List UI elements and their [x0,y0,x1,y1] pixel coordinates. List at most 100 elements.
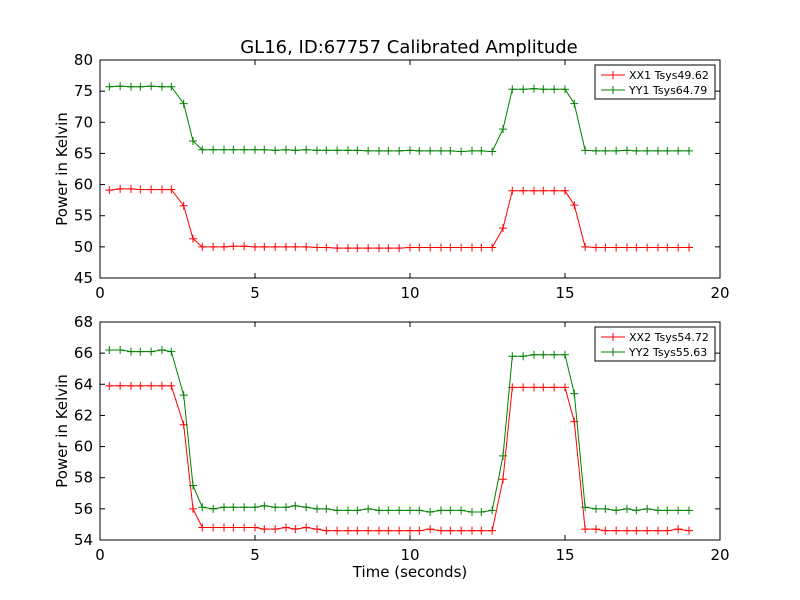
data-point [364,504,373,513]
data-point [136,381,145,390]
data-point [167,381,176,390]
legend-label: YY1 Tsys64.79 [628,84,707,97]
data-point [251,523,259,532]
data-point [105,82,114,91]
data-point [539,85,548,94]
data-point [519,85,528,94]
data-point [302,503,311,512]
data-point [499,224,507,233]
data-point [240,503,249,512]
data-point [344,526,352,535]
data-point [282,503,290,512]
data-point [468,526,476,535]
data-point [333,146,342,155]
data-point [437,506,445,515]
data-point [623,146,631,155]
data-point [313,504,321,513]
data-point [446,243,455,252]
data-point [601,146,610,155]
data-point [302,242,311,251]
x-tick-label: 20 [710,284,729,302]
data-point [530,84,538,93]
y-tick-label: 64 [74,375,93,393]
data-point [415,506,424,515]
data-point [468,507,476,516]
data-point [561,350,569,359]
data-point [623,526,631,535]
y-tick-label: 45 [74,269,93,287]
data-point [167,82,176,91]
data-point [198,242,207,251]
data-point [406,506,414,515]
data-point [643,243,652,252]
y-tick-label: 70 [74,113,93,131]
data-point [477,507,486,516]
data-point [189,481,197,490]
data-point [674,506,683,515]
data-point [643,526,652,535]
data-point [333,526,342,535]
data-point [116,184,125,193]
data-point [189,504,197,513]
data-point [601,243,610,252]
data-point [612,526,621,535]
data-point [179,99,188,108]
data-point [488,526,497,535]
data-point [313,243,321,252]
data-point [508,186,517,195]
y-tick-label: 75 [74,82,93,100]
data-point [592,504,600,513]
data-point [457,243,466,252]
data-point [457,147,466,156]
data-point [499,475,507,484]
x-axis-label: Time (seconds) [352,563,468,581]
data-point [601,504,610,513]
data-point [282,523,290,532]
data-point [271,242,280,251]
data-point [632,146,641,155]
data-point [158,346,166,355]
data-point [364,526,373,535]
data-point [147,347,156,356]
legend-marker [609,86,617,94]
data-point [426,525,435,534]
data-point [240,242,249,251]
data-point [581,242,590,251]
data-point [322,526,331,535]
data-point [364,146,373,155]
data-point [488,243,497,252]
data-point [477,146,486,155]
y-tick-label: 54 [74,531,93,549]
data-point [663,506,672,515]
data-point [313,146,321,155]
data-point [663,146,672,155]
data-point [530,350,538,359]
data-point [457,506,466,515]
data-point [322,243,331,252]
data-point [623,243,631,252]
data-point [189,234,197,243]
legend-box [594,64,716,100]
data-point [271,525,280,534]
data-point [167,185,176,194]
data-point [375,526,383,535]
data-point [550,85,559,94]
data-point [519,352,528,361]
data-point [468,243,476,252]
data-point [674,243,683,252]
y-tick-label: 55 [74,207,93,225]
data-point [499,125,507,134]
legend-marker [609,348,617,356]
y-axis-label: Power in Kelvin [53,374,71,488]
y-tick-label: 68 [74,313,93,331]
y-tick-label: 62 [74,406,93,424]
data-point [291,146,300,155]
data-point [375,146,383,155]
data-point [179,201,188,210]
y-tick-label: 80 [74,51,93,69]
data-point [209,523,218,532]
legend-label: XX2 Tsys54.72 [629,331,709,344]
data-point [570,389,579,398]
data-point [260,525,269,534]
data-point [147,381,156,390]
